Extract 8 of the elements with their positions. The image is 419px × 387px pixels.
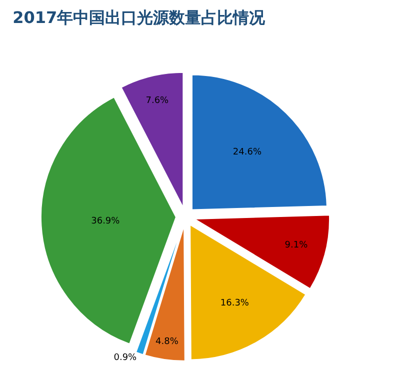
chart-title: 2017年中国出口光源数量占比情况: [12, 8, 266, 27]
data-label: 0.9%: [114, 353, 138, 364]
data-label: 24.6%: [232, 148, 262, 158]
data-label: 36.9%: [91, 216, 120, 227]
data-label: 9.1%: [284, 240, 308, 251]
data-label: 7.6%: [146, 96, 170, 106]
data-label: 16.3%: [220, 298, 250, 309]
data-label: 4.8%: [156, 337, 179, 348]
